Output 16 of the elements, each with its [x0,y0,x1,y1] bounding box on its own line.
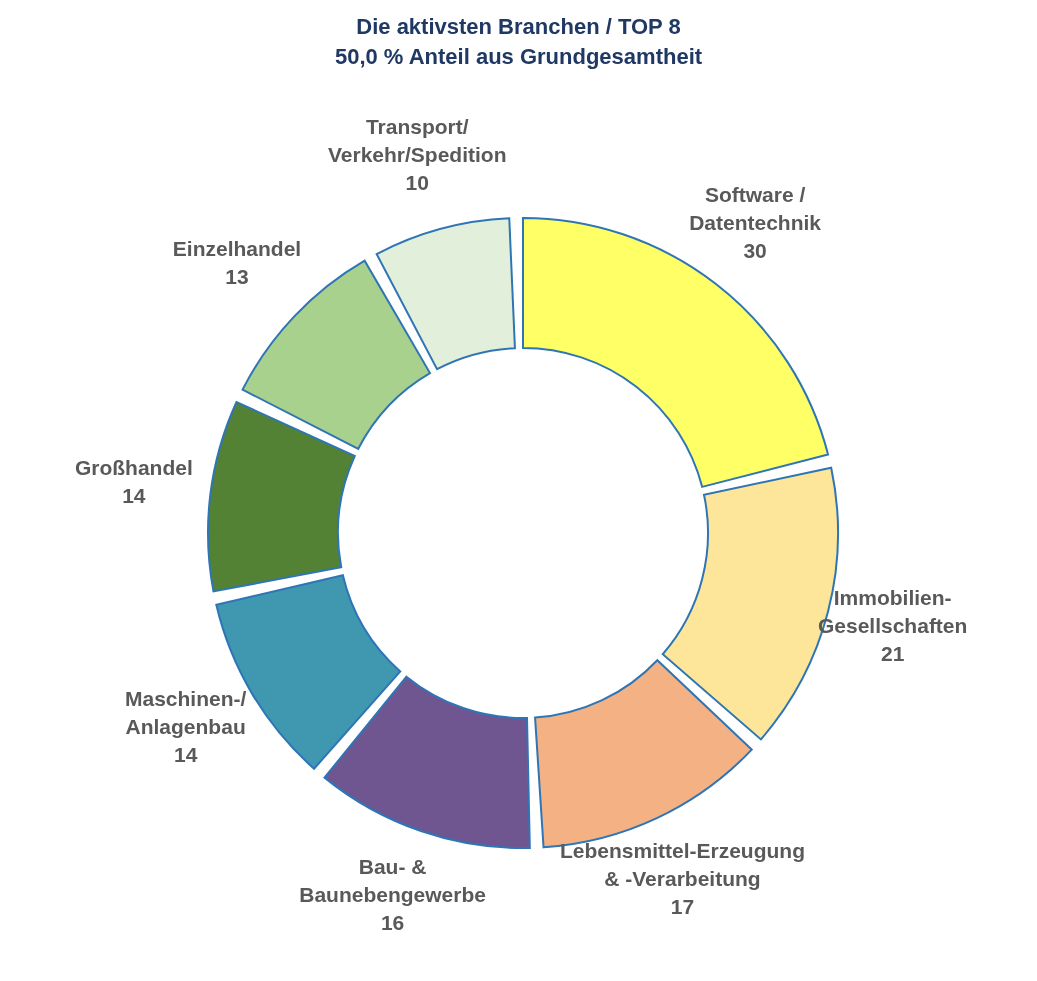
slice-label: Maschinen-/ Anlagenbau [124,686,247,738]
data-label: 17 [670,894,695,918]
slice-label: Lebensmittel-Erzeugung & -Verarbeitung [559,838,805,890]
data-label: 10 [405,170,429,194]
data-label: 21 [880,641,905,665]
data-label: 30 [743,238,767,262]
slice-label: Transport/ Verkehr/Spedition [327,114,507,166]
chart-title: Die aktivsten Branchen / TOP 8 50,0 % Anteil aus Grundgesamtheit [333,13,704,71]
slice-label: Großhandel [74,455,193,479]
slice-label: Software / Datentechnik [689,182,822,234]
data-label: 14 [173,742,198,766]
data-label: 14 [122,483,146,507]
data-label: 13 [225,264,249,288]
data-label: 16 [380,910,405,934]
slice-label: Bau- & Baunebengewerbe [299,854,486,906]
slice-label: Einzelhandel [172,236,302,260]
